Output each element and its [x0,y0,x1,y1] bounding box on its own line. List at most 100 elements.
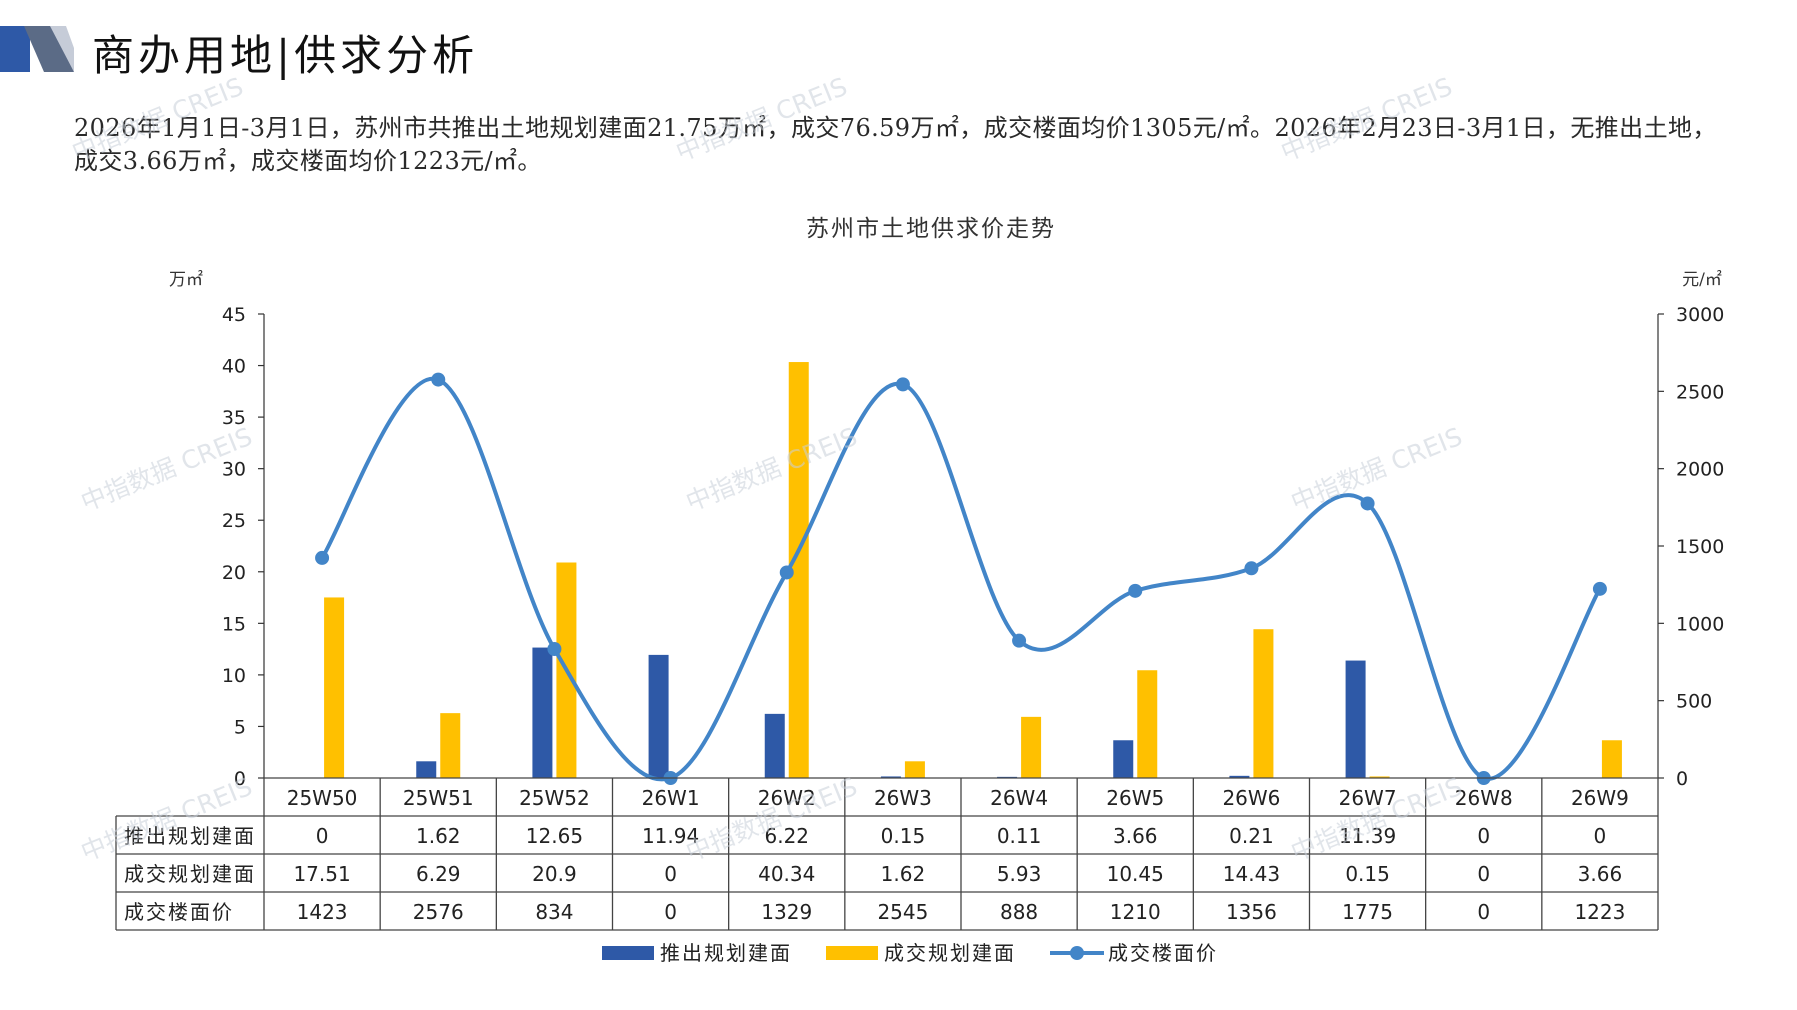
category-label: 26W9 [1571,786,1629,810]
table-cell: 0 [316,824,329,848]
bar-supply [1229,775,1250,778]
legend-label: 成交规划建面 [884,941,1016,965]
table-cell: 0 [664,900,677,924]
price-point [1244,561,1259,576]
left-axis-tick-label: 5 [234,716,246,738]
table-row-label: 成交楼面价 [124,900,234,924]
table-cell: 6.22 [764,824,809,848]
bar-supply [532,647,553,778]
table-cell: 5.93 [997,862,1042,886]
legend-swatch [1070,946,1084,960]
right-axis-tick-label: 1000 [1676,613,1724,635]
table-cell: 2545 [877,900,928,924]
bar-transaction [904,761,925,778]
left-axis-tick-label: 0 [234,768,246,790]
category-label: 26W4 [990,786,1048,810]
bar-supply [880,776,901,778]
left-axis-tick-label: 15 [222,613,246,635]
table-cell: 3.66 [1113,824,1158,848]
bar-supply [648,654,669,778]
price-point [1012,633,1027,648]
bar-supply [764,713,785,778]
price-point [547,642,562,657]
table-cell: 1423 [297,900,348,924]
price-point [315,550,330,565]
bar-transaction [1369,776,1390,778]
table-cell: 1.62 [416,824,461,848]
table-cell: 20.9 [532,862,577,886]
left-axis-tick-label: 35 [222,407,246,429]
table-cell: 0 [1477,900,1490,924]
legend-label: 推出规划建面 [660,941,792,965]
right-axis-tick-label: 500 [1676,691,1712,713]
table-cell: 2576 [413,900,464,924]
table-cell: 0 [1594,824,1607,848]
category-label: 26W5 [1106,786,1164,810]
bar-supply [1345,660,1366,778]
category-label: 26W8 [1455,786,1513,810]
table-cell: 40.34 [758,862,815,886]
table-cell: 1210 [1110,900,1161,924]
table-row-label: 推出规划建面 [124,824,256,848]
legend-swatch [602,946,654,960]
category-label: 26W3 [874,786,932,810]
table-cell: 0 [1477,824,1490,848]
table-cell: 11.39 [1339,824,1396,848]
bar-transaction [324,597,345,778]
table-cell: 11.94 [642,824,699,848]
price-point [895,377,910,392]
table-cell: 1329 [761,900,812,924]
table-cell: 0.11 [997,824,1042,848]
bar-supply [1113,740,1134,778]
right-axis-tick-label: 0 [1676,768,1688,790]
bar-transaction [1137,670,1158,778]
left-axis-tick-label: 25 [222,510,246,532]
right-axis-tick-label: 2500 [1676,381,1724,403]
category-label: 26W2 [758,786,816,810]
category-label: 25W51 [403,786,474,810]
table-cell: 12.65 [526,824,583,848]
price-point [779,565,794,580]
price-point [431,372,446,387]
legend-label: 成交楼面价 [1108,941,1218,965]
category-label: 26W7 [1339,786,1397,810]
left-axis-tick-label: 40 [222,356,246,378]
table-cell: 888 [1000,900,1038,924]
bar-transaction [1601,740,1622,778]
price-point [1592,581,1607,596]
right-axis-tick-label: 1500 [1676,536,1724,558]
table-cell: 17.51 [293,862,350,886]
bar-transaction [440,713,461,778]
right-axis-unit: 元/㎡ [1682,270,1722,290]
bar-supply [416,761,437,778]
right-axis-tick-label: 2000 [1676,459,1724,481]
page-title: 商办用地|供求分析 [92,31,479,80]
table-cell: 0.15 [1345,862,1390,886]
table-cell: 14.43 [1223,862,1280,886]
table-cell: 6.29 [416,862,461,886]
summary-text: 2026年1月1日-3月1日，苏州市共推出土地规划建面21.75万㎡，成交76.… [74,114,1717,175]
table-cell: 3.66 [1578,862,1623,886]
table-cell: 1356 [1226,900,1277,924]
left-axis-tick-label: 20 [222,562,246,584]
price-line [320,376,1602,782]
left-axis-tick-label: 10 [222,665,246,687]
table-cell: 0 [664,862,677,886]
price-point [1360,496,1375,511]
bar-transaction [1021,716,1042,778]
category-label: 25W50 [287,786,358,810]
table-cell: 834 [535,900,573,924]
left-axis-tick-label: 45 [222,304,246,326]
table-cell: 1223 [1574,900,1625,924]
corner-logo [0,26,74,72]
bar-transaction [1253,629,1274,778]
right-axis-tick-label: 3000 [1676,304,1724,326]
table-cell: 1775 [1342,900,1393,924]
table-cell: 10.45 [1107,862,1164,886]
table-cell: 0 [1477,862,1490,886]
table-cell: 0.15 [881,824,926,848]
category-label: 26W1 [642,786,700,810]
price-point [1128,583,1143,598]
left-axis-unit: 万㎡ [169,270,203,290]
